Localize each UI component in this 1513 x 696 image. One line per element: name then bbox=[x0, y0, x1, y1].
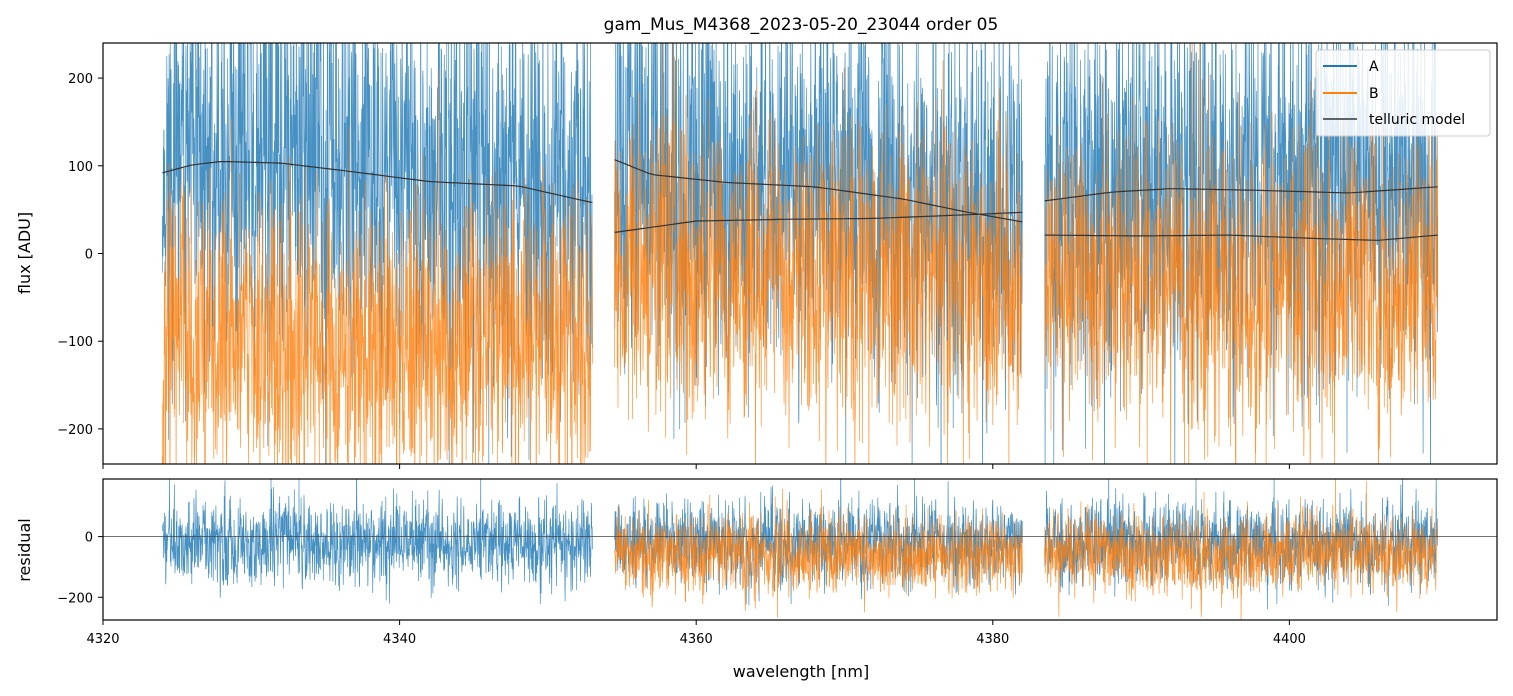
flux-panel: −200 −100 0 100 200 flux [ADU] A B telluric … bbox=[15, 42, 1498, 469]
residual-a-segment-1 bbox=[161, 479, 593, 605]
x-tick-label: 4320 bbox=[86, 632, 119, 647]
x-tick-label: 4360 bbox=[680, 632, 713, 647]
legend-label-a: A bbox=[1369, 59, 1379, 75]
residual-panel: −200 0 4320 4340 4360 4380 4400 residual wave… bbox=[15, 478, 1498, 681]
residual-a-segment-2 bbox=[614, 479, 1023, 606]
x-axis-label: wavelength [nm] bbox=[733, 662, 870, 681]
residual-plot-area bbox=[103, 479, 1497, 620]
series-b-segment-3 bbox=[1044, 43, 1439, 464]
x-tick-label: 4380 bbox=[976, 632, 1009, 647]
residual-y-ticks: −200 0 bbox=[57, 531, 103, 606]
residual-b-segment-1 bbox=[614, 489, 1023, 618]
flux-y-tick-label: −200 bbox=[57, 423, 93, 438]
chart-title: gam_Mus_M4368_2023-05-20_23044 order 05 bbox=[604, 15, 999, 35]
flux-y-ticks: −200 −100 0 100 200 bbox=[57, 72, 103, 438]
series-b-segment-2 bbox=[614, 43, 1023, 464]
flux-y-tick-label: 0 bbox=[85, 248, 93, 263]
flux-y-axis-label: flux [ADU] bbox=[15, 212, 34, 294]
telluric-model-curve-5 bbox=[1044, 234, 1438, 241]
residual-x-ticks: 4320 4340 4360 4380 4400 bbox=[86, 620, 1306, 647]
flux-plot-area bbox=[161, 43, 1439, 464]
telluric-model-curve-1 bbox=[162, 161, 593, 204]
residual-y-tick-label: 0 bbox=[85, 531, 93, 546]
residual-axes-frame bbox=[102, 478, 1498, 621]
legend-label-telluric: telluric model bbox=[1369, 112, 1465, 128]
residual-b-segment-2 bbox=[1044, 479, 1439, 620]
telluric-model-curve-2 bbox=[614, 159, 1023, 223]
residual-y-tick-label: −200 bbox=[57, 591, 93, 606]
series-a-segment-1 bbox=[161, 43, 593, 464]
telluric-model-curve-3 bbox=[614, 211, 1023, 233]
flux-y-tick-label: −100 bbox=[57, 335, 93, 350]
legend: A B telluric model bbox=[1315, 49, 1491, 137]
telluric-model-curve-4 bbox=[1044, 186, 1438, 202]
flux-x-ticks bbox=[102, 464, 1290, 469]
series-b-segment-1 bbox=[161, 69, 593, 464]
x-tick-label: 4400 bbox=[1273, 632, 1306, 647]
flux-y-tick-label: 200 bbox=[68, 72, 93, 87]
residual-a-segment-3 bbox=[1044, 479, 1439, 610]
legend-frame bbox=[1315, 49, 1491, 137]
residual-y-axis-label: residual bbox=[15, 518, 34, 581]
flux-y-tick-label: 100 bbox=[68, 160, 93, 175]
legend-label-b: B bbox=[1369, 86, 1379, 102]
x-tick-label: 4340 bbox=[383, 632, 416, 647]
